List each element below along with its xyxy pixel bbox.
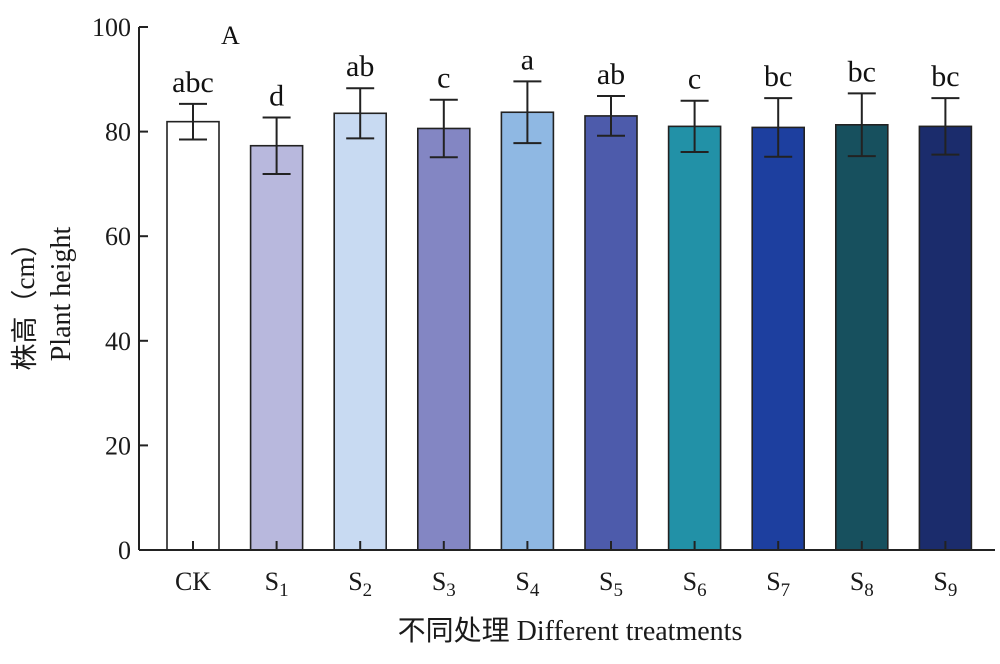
y-tick-label: 80 — [105, 118, 131, 147]
x-tick-label: S1 — [265, 567, 289, 601]
x-tick-label: CK — [175, 567, 211, 596]
y-axis-title-chinese: 株高（cm） — [10, 230, 40, 371]
x-tick-label: S2 — [348, 567, 372, 601]
x-axis: CK S1 S2 S3 S4 S5 S6 S7 S8 S9 — [139, 541, 995, 601]
y-tick-label: 20 — [105, 431, 131, 460]
bar — [166, 120, 220, 551]
significance-label: a — [521, 43, 534, 76]
significance-label: c — [437, 62, 450, 95]
significance-label: bc — [931, 60, 959, 93]
y-tick-label: 100 — [92, 13, 131, 42]
bar — [751, 126, 806, 551]
significance-label: ab — [597, 58, 625, 91]
significance-label: bc — [848, 55, 876, 88]
significance-labels: abc dab ca ab c bc bc bc — [172, 43, 959, 112]
significance-label: bc — [764, 60, 792, 93]
bar — [834, 124, 889, 551]
significance-label: c — [688, 63, 701, 96]
bars-layer — [166, 111, 973, 551]
y-axis-title-english: Plant height — [46, 227, 77, 362]
y-tick-label: 40 — [105, 327, 131, 356]
y-axis: 0 20 40 60 80 100 — [92, 13, 148, 565]
x-tick-label: S9 — [933, 567, 957, 601]
bar — [918, 125, 973, 551]
x-tick-label: S5 — [599, 567, 623, 601]
bar — [249, 144, 304, 551]
y-tick-label: 60 — [105, 222, 131, 251]
x-tick-label: S6 — [683, 567, 707, 601]
significance-label: abc — [172, 66, 214, 99]
significance-label: d — [269, 79, 284, 112]
y-tick-label: 0 — [118, 536, 131, 565]
error-bars-layer — [179, 80, 960, 175]
x-tick-label: S4 — [515, 567, 539, 601]
bar — [333, 112, 388, 551]
panel-label: A — [221, 21, 240, 50]
x-axis-title: 不同处理 Different treatments — [398, 615, 743, 647]
bar — [667, 125, 722, 551]
significance-label: ab — [346, 50, 374, 83]
x-tick-label: S7 — [766, 567, 790, 601]
bar — [416, 127, 471, 551]
x-tick-label: S3 — [432, 567, 456, 601]
bar — [500, 111, 555, 551]
x-tick-label: S8 — [850, 567, 874, 601]
bar — [584, 115, 638, 551]
